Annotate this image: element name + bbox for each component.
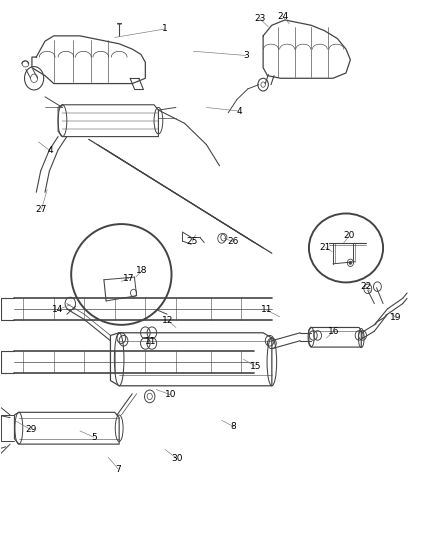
Text: 20: 20 <box>343 231 354 240</box>
Text: 12: 12 <box>162 316 173 325</box>
Text: 29: 29 <box>25 425 37 434</box>
Circle shape <box>348 261 351 264</box>
Text: 26: 26 <box>227 237 239 246</box>
Text: 11: 11 <box>145 337 156 346</box>
Text: 10: 10 <box>165 390 176 399</box>
Text: 22: 22 <box>359 282 371 291</box>
Text: 23: 23 <box>253 14 265 23</box>
Text: 16: 16 <box>327 327 339 336</box>
Text: 15: 15 <box>249 362 261 370</box>
Text: 7: 7 <box>115 465 121 473</box>
Text: 19: 19 <box>389 313 401 322</box>
Text: 4: 4 <box>236 107 241 116</box>
Text: 27: 27 <box>36 205 47 214</box>
Text: 11: 11 <box>260 305 272 314</box>
Text: 30: 30 <box>171 454 182 463</box>
Text: 3: 3 <box>242 51 248 60</box>
Text: 25: 25 <box>186 237 198 246</box>
Text: 5: 5 <box>91 433 96 442</box>
Text: 14: 14 <box>51 305 63 314</box>
Text: 17: 17 <box>123 273 134 282</box>
Text: 21: 21 <box>319 243 330 252</box>
Text: 1: 1 <box>162 25 167 34</box>
Text: 4: 4 <box>47 147 53 156</box>
Text: 24: 24 <box>276 12 288 21</box>
Text: 8: 8 <box>230 422 236 431</box>
Text: 18: 18 <box>136 266 147 275</box>
